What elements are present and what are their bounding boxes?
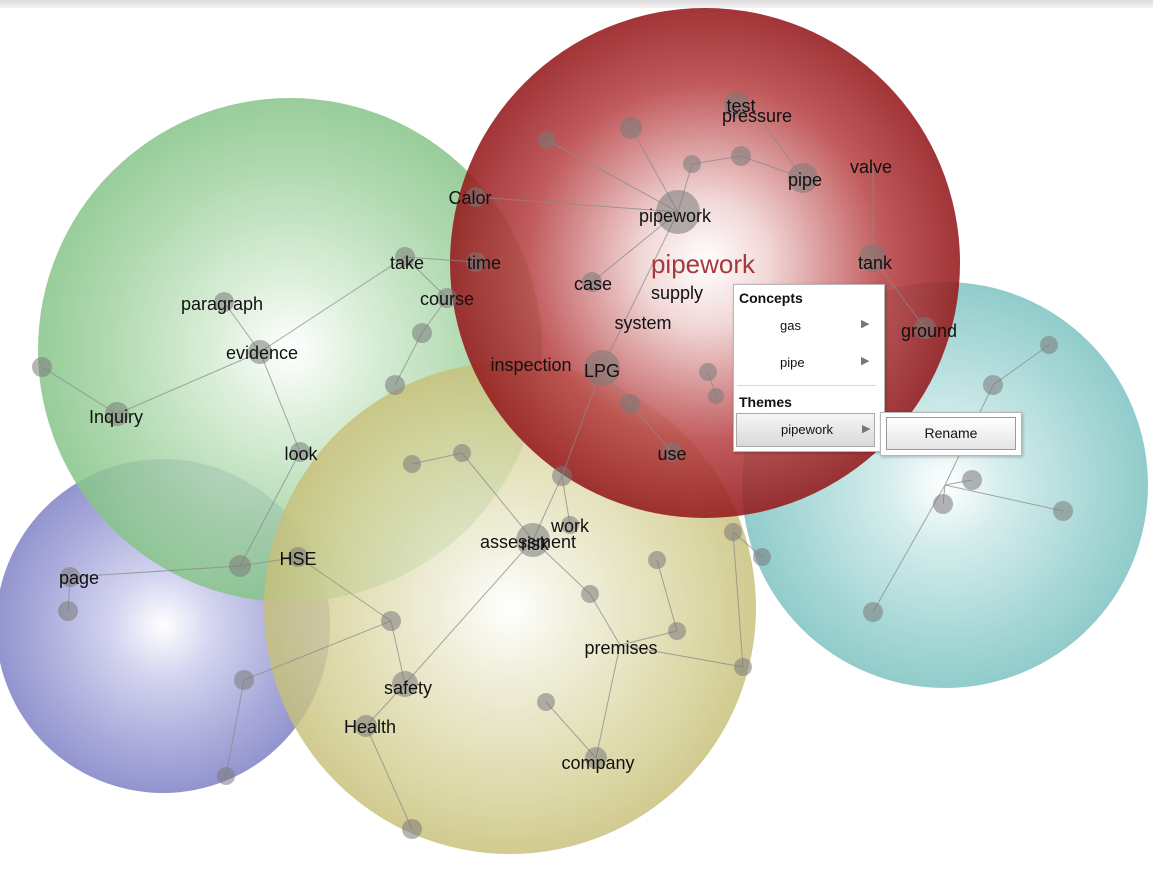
menu-item-pipe[interactable]: pipe ▶ [736,348,873,378]
concept-supply[interactable]: supply [651,283,703,303]
concept-premises[interactable]: premises [584,638,657,658]
submenu-arrow-icon: ▶ [862,423,871,435]
theme-label-pipework[interactable]: pipework [651,249,756,279]
concept-paragraph[interactable]: paragraph [181,294,263,314]
concept-test[interactable]: test [726,96,755,116]
menu-item-theme-pipework[interactable]: pipework ▶ [736,413,875,447]
concept-valve[interactable]: valve [850,157,892,177]
concept-ground[interactable]: ground [901,321,957,341]
theme-submenu: Rename [880,412,1022,456]
concept-pipework[interactable]: pipework [639,206,712,226]
menu-item-pipe-label: pipe [780,355,805,370]
concept-course[interactable]: course [420,289,474,309]
concept-hse[interactable]: HSE [279,549,316,569]
menu-header-themes: Themes [739,394,792,410]
concept-system[interactable]: system [614,313,671,333]
concept-lpg[interactable]: LPG [584,361,620,381]
concept-evidence[interactable]: evidence [226,343,298,363]
concept-nodes [32,92,1073,839]
concept-health[interactable]: Health [344,717,396,737]
menu-item-gas-label: gas [780,318,801,333]
concept-inquiry[interactable]: Inquiry [89,407,143,427]
menu-separator [737,385,876,386]
concept-take[interactable]: take [390,253,424,273]
rename-button[interactable]: Rename [886,417,1016,450]
menu-header-concepts: Concepts [739,290,803,306]
concept-inspection[interactable]: inspection [490,355,571,375]
concept-assessment[interactable]: assessment [480,532,576,552]
concept-page[interactable]: page [59,568,99,588]
concept-safety[interactable]: safety [384,678,432,698]
concept-pipe[interactable]: pipe [788,170,822,190]
concept-look[interactable]: look [284,444,318,464]
submenu-arrow-icon: ▶ [861,355,870,367]
concept-use[interactable]: use [657,444,686,464]
concept-risk[interactable]: risk [521,534,550,554]
concept-company[interactable]: company [561,753,634,773]
menu-item-gas[interactable]: gas ▶ [736,311,873,341]
concept-labels: test pressure valve pipe Calor pipework … [59,96,957,773]
concept-case[interactable]: case [574,274,612,294]
concept-tank[interactable]: tank [858,253,893,273]
concept-pressure[interactable]: pressure [722,106,792,126]
concept-time[interactable]: time [467,253,501,273]
submenu-arrow-icon: ▶ [861,318,870,330]
top-bar [0,0,1153,8]
context-menu: Concepts gas ▶ pipe ▶ Themes pipework ▶ [733,284,885,452]
concept-calor[interactable]: Calor [448,188,491,208]
concept-work[interactable]: work [550,516,590,536]
menu-item-theme-pipework-label: pipework [781,422,834,437]
